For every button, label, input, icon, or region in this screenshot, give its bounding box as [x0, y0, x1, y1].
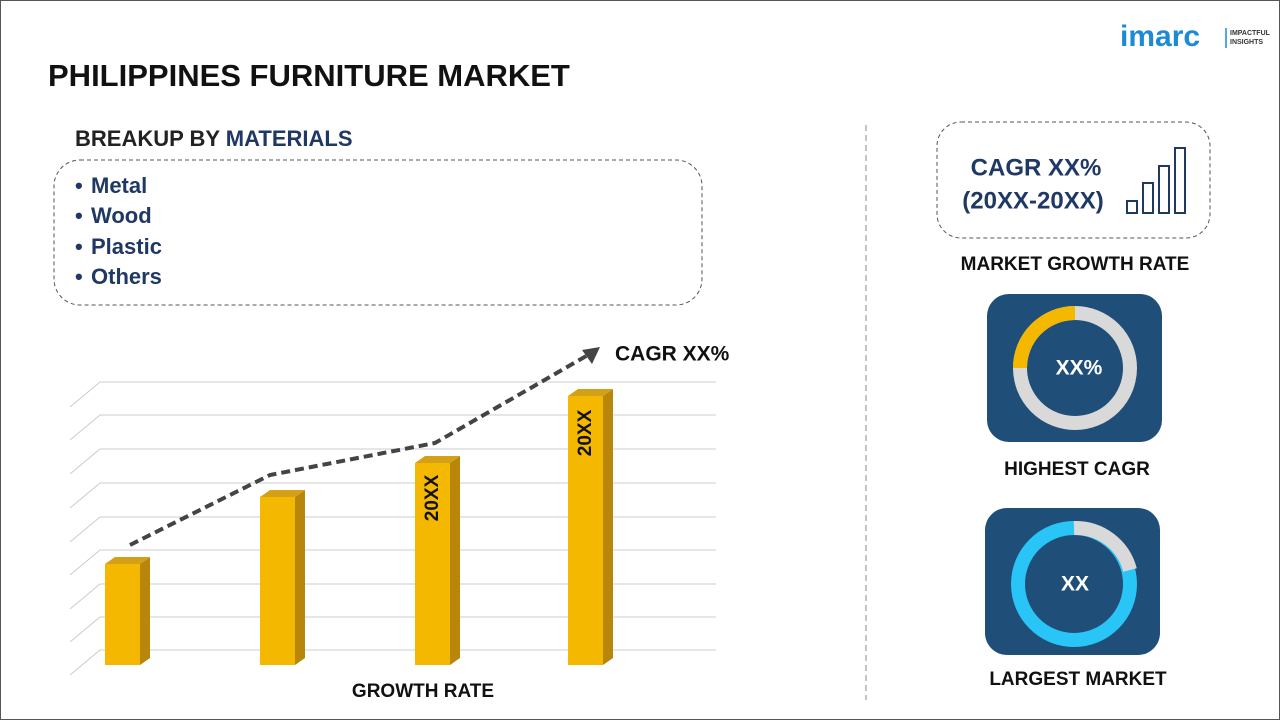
bar-label: 20XX [422, 474, 443, 521]
largest-caption: LARGEST MARKET [989, 669, 1167, 690]
grid-line [69, 448, 716, 475]
list-item: Metal [91, 173, 147, 198]
logo-name: imarc [1120, 20, 1200, 53]
grid-line [69, 516, 716, 543]
growth-period: (20XX-20XX) [962, 187, 1103, 214]
grid-line [69, 583, 716, 610]
grid-line [69, 616, 716, 643]
logo-tagline: IMPACTFUL [1230, 30, 1271, 37]
x-axis-label: GROWTH RATE [352, 681, 494, 702]
largest-value: XX [1061, 573, 1089, 596]
list-item: Plastic [91, 234, 162, 259]
grid-line [69, 649, 716, 676]
bar-label: 20XX [575, 409, 596, 456]
grid-line [69, 381, 716, 408]
chart-grid [69, 381, 716, 676]
heading-prefix: BREAKUP BY [75, 126, 220, 151]
breakup-box [53, 159, 703, 306]
bar [415, 456, 460, 665]
bar [260, 490, 305, 665]
grid-line [69, 414, 716, 441]
highest-value: XX% [1056, 357, 1103, 380]
trend-arrowhead [582, 347, 600, 364]
grid-line [69, 482, 716, 509]
growth-cagr: CAGR XX% [971, 154, 1102, 181]
heading-highlight: MATERIALS [226, 126, 353, 151]
trend-line [129, 353, 589, 547]
bar [568, 389, 613, 665]
growth-caption: MARKET GROWTH RATE [961, 254, 1190, 275]
bullet: • [75, 173, 83, 198]
bullet: • [75, 234, 83, 259]
title: PHILIPPINES FURNITURE MARKET [48, 58, 570, 93]
list-item: Wood [91, 203, 152, 228]
growth-card [936, 121, 1211, 239]
bullet: • [75, 264, 83, 289]
bars [105, 389, 613, 665]
highest-caption: HIGHEST CAGR [1004, 459, 1150, 480]
breakup-heading: BREAKUP BY MATERIALS [75, 126, 353, 151]
donut-arc [1013, 306, 1076, 369]
donut-gap [1073, 520, 1137, 573]
breakup-list: • Metal • Wood • Plastic • Others [75, 173, 162, 289]
growth-icon [1126, 147, 1186, 214]
list-item: Others [91, 264, 162, 289]
bar [105, 557, 150, 665]
grid-line [69, 549, 716, 576]
chart-cagr: CAGR XX% [615, 343, 730, 366]
logo-tagline: INSIGHTS [1230, 39, 1263, 46]
bullet: • [75, 203, 83, 228]
